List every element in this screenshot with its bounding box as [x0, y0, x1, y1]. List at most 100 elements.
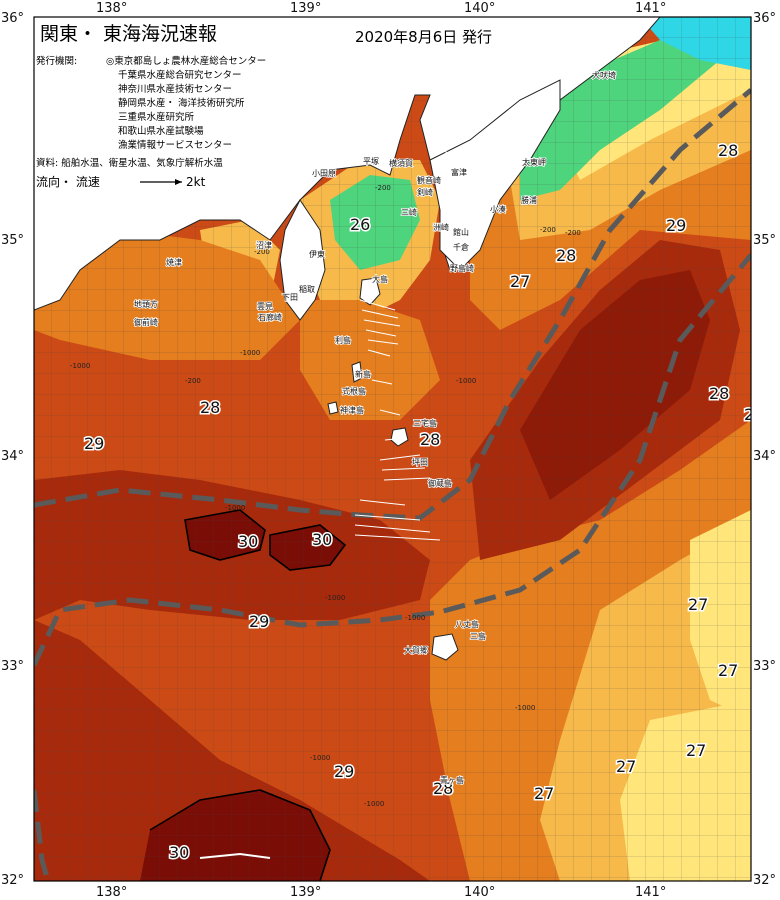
iso-label: 30 — [238, 532, 258, 551]
place-name: 式根島 — [342, 386, 366, 396]
depth-label: -1000 — [240, 349, 260, 357]
iso-label: 26 — [350, 215, 370, 234]
issuers-label: 発行機関: — [36, 55, 77, 67]
place-name: 青ヶ島 — [440, 775, 464, 785]
iso-label: 30 — [169, 843, 189, 862]
land-kozu — [327, 401, 339, 415]
place-name: 観音崎 — [417, 175, 441, 185]
iso-label: 28 — [433, 779, 453, 798]
place-name: 三宅島 — [413, 418, 437, 428]
place-name: 石廊崎 — [258, 312, 282, 322]
flow-vectors — [354, 114, 456, 541]
isotherm-30-a — [184, 509, 266, 561]
place-name: 平塚 — [363, 157, 379, 166]
land-hachijo — [431, 633, 459, 661]
place-name: 大島 — [372, 274, 388, 284]
place-name: 勝浦 — [521, 195, 537, 205]
place-name: 沼津 — [256, 240, 272, 250]
depth-label: -1000 — [225, 504, 245, 512]
issuer-item: 三重県水産研究所 — [118, 111, 195, 123]
lat-label-right: 35° — [753, 233, 776, 248]
lon-label-bottom: 140° — [464, 885, 495, 900]
lon-label-top: 139° — [290, 1, 321, 16]
lat-label-right: 34° — [753, 449, 776, 464]
lat-label-right: 36° — [753, 11, 776, 26]
lat-label-right: 33° — [753, 659, 776, 674]
land-miyake — [390, 427, 409, 447]
map-title: 関東・ 東海海況速報 — [40, 23, 217, 45]
iso-label: 27 — [510, 272, 530, 291]
place-name: 稲取 — [299, 284, 315, 294]
place-name: 千倉 — [453, 242, 469, 252]
iso-label: 29 — [666, 216, 686, 235]
depth-label: -1000 — [456, 377, 476, 385]
iso-label: 27 — [686, 741, 706, 760]
land-boso — [429, 79, 561, 271]
lat-label-left: 34° — [1, 449, 24, 464]
kuroshio-path-west-edge — [34, 789, 51, 881]
iso-label: 27 — [616, 757, 636, 776]
issuer-item: 漁業情報サービスセンター — [118, 139, 232, 151]
map-area: 26 27 27 27 27 27 27 27 28 28 28 28 28 2… — [34, 17, 764, 881]
place-name: 伊東 — [309, 249, 325, 259]
lat-label-left: 33° — [1, 659, 24, 674]
issuer-item: 千葉県水産総合研究センター — [118, 69, 242, 81]
depth-label: -200 — [565, 229, 581, 237]
place-name: 洲崎 — [433, 222, 449, 232]
flow-legend-value: 2kt — [186, 175, 206, 189]
place-name: 坪田 — [412, 458, 428, 467]
place-name: 館山 — [453, 227, 469, 237]
lat-label-left: 32° — [1, 873, 24, 888]
depth-label: -200 — [540, 226, 556, 234]
depth-label: -1000 — [364, 800, 384, 808]
iso-label: 28 — [556, 246, 576, 265]
place-name: 御蔵島 — [428, 478, 452, 488]
iso-label: 28 — [709, 384, 729, 403]
depth-label: -1000 — [325, 594, 345, 602]
lat-label-left: 35° — [1, 233, 24, 248]
place-name: 小田原 — [312, 169, 336, 178]
lon-label-bottom: 138° — [96, 885, 127, 900]
lon-label-top: 140° — [464, 1, 495, 16]
iso-label: 27 — [744, 405, 764, 424]
place-name: 野島崎 — [450, 263, 474, 273]
issuer-item: 和歌山県水産試験場 — [118, 125, 204, 137]
iso-label: 28 — [718, 141, 738, 160]
place-name: 小湊 — [490, 204, 506, 214]
depth-label: -200 — [375, 184, 391, 192]
place-name: 富津 — [451, 167, 467, 177]
place-name: 神津島 — [340, 405, 364, 415]
iso-label: 27 — [718, 661, 738, 680]
iso-label: 27 — [688, 595, 708, 614]
iso-label: 29 — [249, 612, 269, 631]
place-name: 犬吠埼 — [592, 70, 616, 80]
depth-label: -1000 — [310, 754, 330, 762]
place-name: 剣崎 — [417, 187, 433, 197]
place-name: 下田 — [282, 293, 298, 302]
land-izu-peninsula — [279, 199, 326, 321]
land-niijima — [351, 361, 363, 383]
place-name: 新島 — [355, 369, 371, 379]
lon-label-top: 141° — [635, 1, 666, 16]
flow-legend-arrowhead — [175, 179, 182, 185]
lon-label-top: 138° — [96, 1, 127, 16]
iso-label: 28 — [420, 430, 440, 449]
land-oshima — [359, 277, 381, 306]
lat-label-right: 32° — [753, 873, 776, 888]
iso-label: 28 — [200, 398, 220, 417]
issue-date: 2020年8月6日 発行 — [355, 28, 492, 46]
depth-label: -1000 — [515, 704, 535, 712]
flow-legend-label: 流向・ 流速 — [36, 174, 100, 189]
place-name: 太東岬 — [522, 157, 546, 167]
source-text: 資料: 船舶水温、衛星水温、気象庁解析水温 — [36, 157, 223, 169]
issuer-item: 静岡県水産・ 海洋技術研究所 — [118, 97, 245, 109]
depth-label: -1000 — [405, 614, 425, 622]
place-name: 利島 — [335, 335, 351, 345]
iso-label: 29 — [334, 762, 354, 781]
kuroshio-path-north — [34, 88, 751, 521]
iso-label: 30 — [312, 530, 332, 549]
isotherm-30-c — [149, 789, 331, 881]
place-name: 焼津 — [166, 257, 182, 267]
depth-label: -200 — [185, 377, 201, 385]
